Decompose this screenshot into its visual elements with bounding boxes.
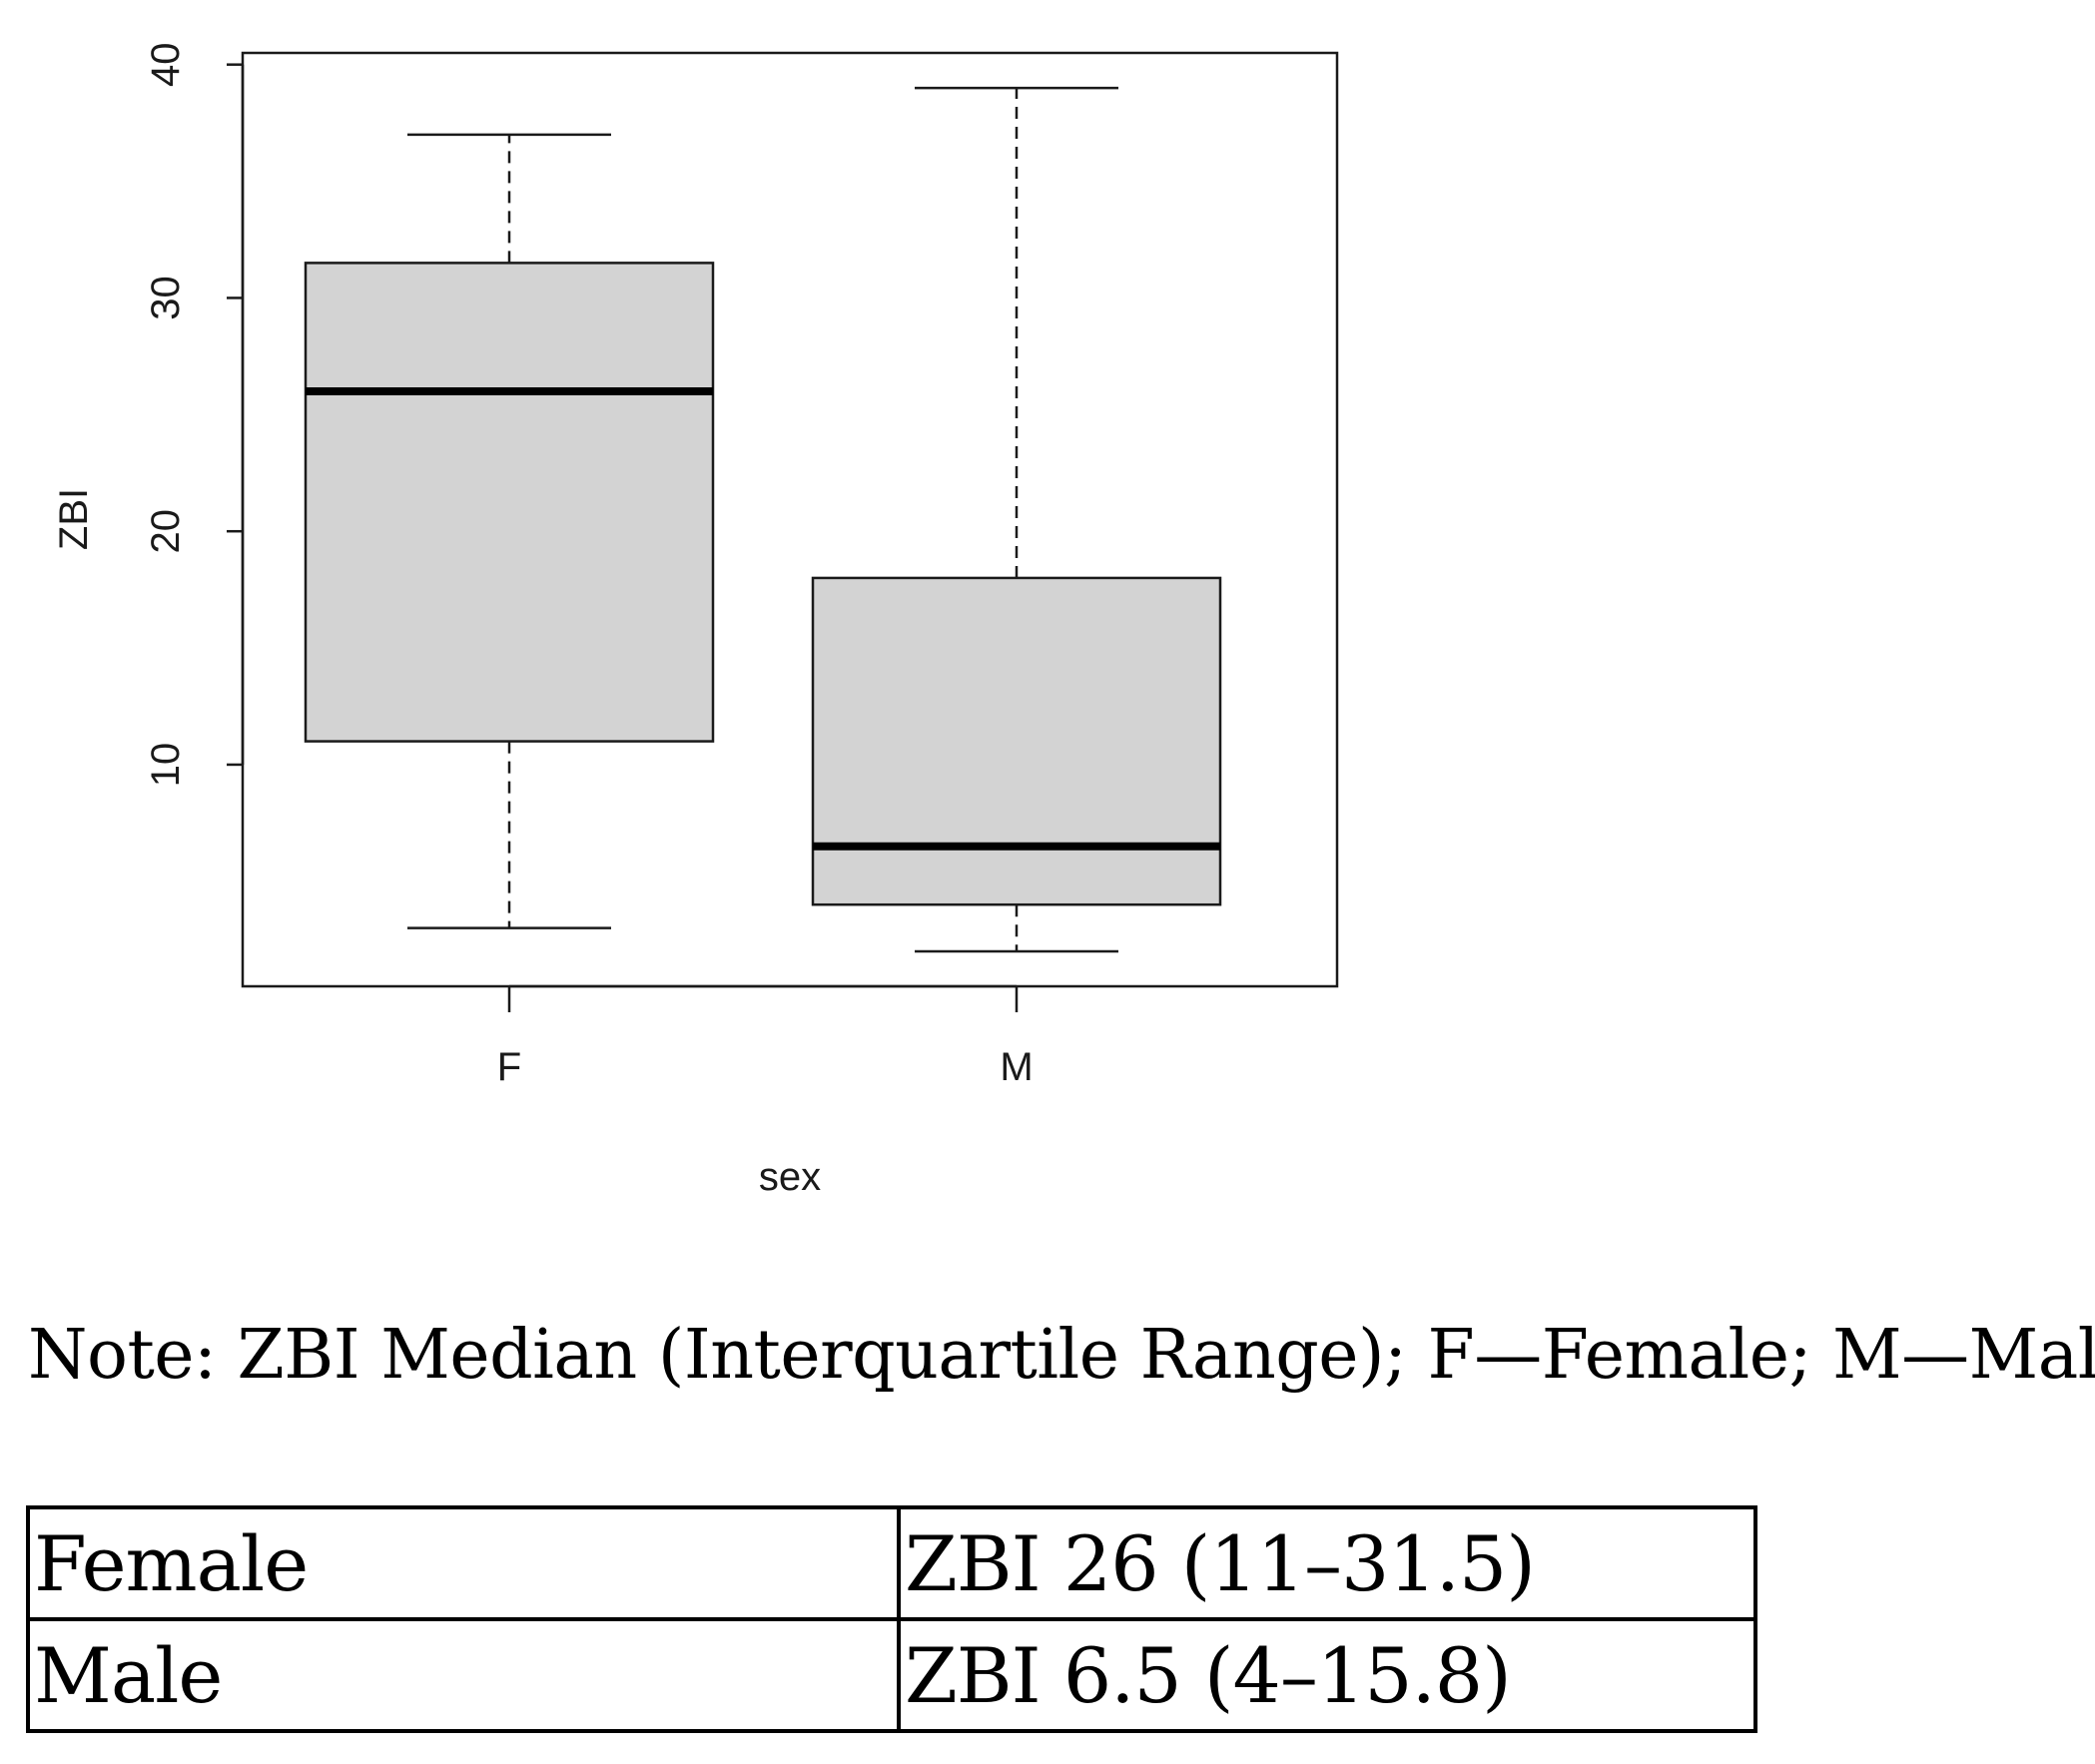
y-tick-label: 20 [144,509,188,554]
table-row: Female ZBI 26 (11–31.5) [26,1505,1757,1621]
box-F [304,133,715,929]
table-cell-group: Female [26,1505,901,1621]
y-tick-label: 10 [144,743,188,788]
x-tick-label: F [497,1045,521,1089]
box-M [811,86,1222,953]
iqr-box [811,576,1222,906]
table-cell-value: ZBI 6.5 (4–15.8) [897,1617,1757,1733]
table-cell-group: Male [26,1617,901,1733]
table-row: Male ZBI 6.5 (4–15.8) [26,1617,1757,1733]
summary-table: Female ZBI 26 (11–31.5) Male ZBI 6.5 (4–… [26,1505,1757,1733]
y-tick-label: 30 [144,276,188,320]
iqr-box [304,262,715,743]
boxplot-chart: 10 20 30 40 F M ZBI sex [52,42,1339,1199]
y-axis-label: ZBI [52,488,96,550]
table-cell-value: ZBI 26 (11–31.5) [897,1505,1757,1621]
y-tick-label: 40 [144,42,188,87]
chart-note: Note: ZBI Median (Interquartile Range); … [28,1316,2095,1395]
x-tick-label: M [1000,1045,1033,1089]
x-axis-label: sex [759,1155,821,1199]
